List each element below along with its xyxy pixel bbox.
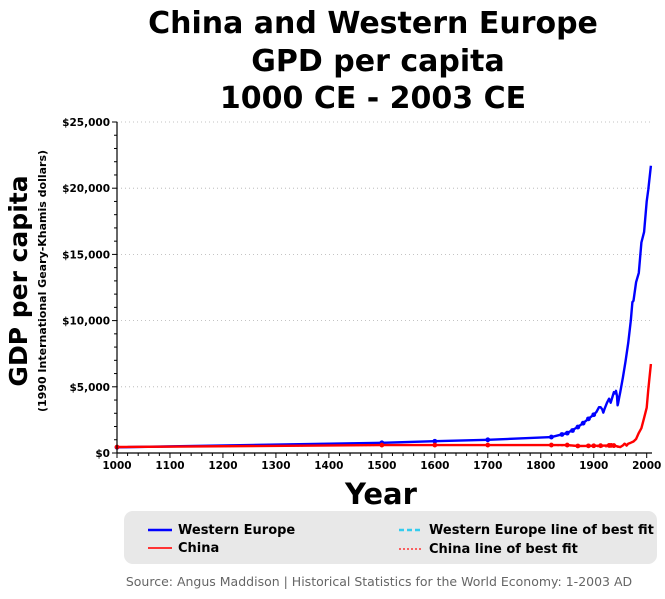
y-tick-label-15000: $15,000 [62, 249, 110, 261]
data-point-western-europe-1870 [575, 424, 581, 430]
data-point-western-europe-1820 [548, 434, 554, 440]
legend-label-western-europe-best-fit: Western Europe line of best fit [429, 523, 654, 538]
data-point-china-1850 [564, 442, 570, 448]
legend-item-china: China [148, 541, 219, 556]
legend-label-western-europe: Western Europe [178, 523, 295, 538]
data-point-china-1938 [611, 443, 617, 448]
legend-item-china-best-fit: China line of best fit [399, 542, 578, 557]
x-tick-label-1100: 1100 [155, 460, 184, 472]
data-point-china-1913 [598, 443, 604, 449]
data-point-china-1700 [485, 442, 491, 448]
y-tick-label-25000: $25,000 [62, 117, 110, 129]
data-point-western-europe-1890 [586, 416, 591, 422]
data-point-western-europe-1600 [432, 438, 438, 444]
axes [116, 122, 652, 454]
x-tick-label-1900: 1900 [579, 460, 608, 472]
x-tick-label-1300: 1300 [261, 460, 290, 472]
x-tick-label-1600: 1600 [420, 460, 449, 472]
x-tick-label-1500: 1500 [367, 460, 396, 472]
chart-title-line-1: China and Western Europe [148, 6, 598, 41]
y-axis-sublabel: (1990 International Geary-Khamis dollars… [36, 150, 49, 412]
x-axis-label: Year [344, 477, 418, 511]
data-point-western-europe-1860 [570, 428, 575, 433]
legend-item-western-europe-best-fit: Western Europe line of best fit [399, 523, 654, 538]
legend-background [124, 511, 657, 564]
data-point-western-europe-1850 [564, 430, 570, 436]
plot-area [114, 165, 653, 450]
data-point-china-1900 [591, 443, 597, 449]
y-axis-ticks: $0 $5,000 $10,000 $15,000 $20,000 $25,000 [62, 117, 117, 460]
data-point-china-1500 [379, 442, 385, 448]
chart-title-line-3: 1000 CE - 2003 CE [220, 81, 526, 116]
data-point-china-1600 [432, 442, 438, 448]
chart-title-line-2: GPD per capita [251, 44, 504, 79]
data-point-western-europe-1700 [485, 437, 491, 443]
x-tick-label-1700: 1700 [473, 460, 502, 472]
legend-item-western-europe: Western Europe [148, 523, 295, 538]
data-point-western-europe-1900 [591, 412, 597, 418]
legend-label-china-best-fit: China line of best fit [429, 542, 578, 557]
data-point-western-europe-1840 [559, 432, 565, 437]
x-axis-ticks: 1000 1100 1200 1300 1400 1500 1600 1700 1800 1900… [102, 453, 661, 472]
series-line-china [116, 363, 653, 449]
legend-label-china: China [178, 541, 219, 556]
x-tick-label-1400: 1400 [314, 460, 343, 472]
legend: Western Europe China Western Europe line… [124, 511, 657, 564]
x-tick-label-1200: 1200 [208, 460, 237, 472]
x-tick-label-2000: 2000 [632, 460, 661, 472]
series-line-western-europe [116, 165, 653, 449]
y-tick-label-10000: $10,000 [62, 316, 110, 328]
y-tick-label-20000: $20,000 [62, 183, 110, 195]
x-tick-label-1000: 1000 [102, 460, 131, 472]
y-tick-label-0: $0 [95, 448, 110, 460]
data-point-western-europe-1880 [580, 420, 586, 426]
grid-lines [117, 121, 652, 388]
data-point-china-1870 [575, 443, 581, 449]
y-axis-label: GDP per capita [4, 175, 33, 386]
chart-title: China and Western Europe GPD per capita … [148, 6, 598, 116]
data-point-china-1820 [548, 442, 554, 448]
y-tick-label-5000: $5,000 [69, 382, 110, 394]
source-note: Source: Angus Maddison | Historical Stat… [126, 574, 632, 589]
data-point-china-1890 [586, 443, 591, 449]
x-tick-label-1800: 1800 [526, 460, 555, 472]
